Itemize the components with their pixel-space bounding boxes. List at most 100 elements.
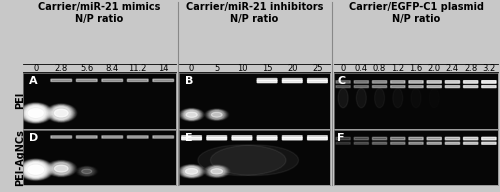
Text: 0: 0 xyxy=(33,64,38,73)
Ellipse shape xyxy=(52,163,70,174)
Text: E: E xyxy=(185,133,192,143)
Ellipse shape xyxy=(22,161,50,179)
Ellipse shape xyxy=(181,109,203,121)
FancyBboxPatch shape xyxy=(282,136,302,137)
Ellipse shape xyxy=(184,111,198,119)
Ellipse shape xyxy=(23,105,48,122)
Text: PEI: PEI xyxy=(15,92,25,109)
Ellipse shape xyxy=(356,88,366,108)
Text: 15: 15 xyxy=(262,64,272,73)
Text: 10: 10 xyxy=(236,64,247,73)
Text: 3.2: 3.2 xyxy=(482,64,496,73)
Ellipse shape xyxy=(210,111,224,119)
Ellipse shape xyxy=(182,110,201,120)
Ellipse shape xyxy=(24,162,48,178)
FancyBboxPatch shape xyxy=(308,138,327,140)
Ellipse shape xyxy=(206,166,227,177)
FancyBboxPatch shape xyxy=(258,136,277,137)
Ellipse shape xyxy=(25,162,46,177)
Ellipse shape xyxy=(210,145,298,175)
FancyBboxPatch shape xyxy=(482,142,496,144)
Ellipse shape xyxy=(50,162,72,175)
Ellipse shape xyxy=(184,110,200,119)
FancyBboxPatch shape xyxy=(336,86,350,88)
Ellipse shape xyxy=(80,168,94,175)
Text: 2.8: 2.8 xyxy=(54,64,68,73)
FancyBboxPatch shape xyxy=(446,137,460,140)
FancyBboxPatch shape xyxy=(128,136,148,138)
FancyBboxPatch shape xyxy=(336,81,350,83)
Ellipse shape xyxy=(182,109,202,120)
Ellipse shape xyxy=(26,106,46,120)
Ellipse shape xyxy=(198,145,286,175)
Text: B: B xyxy=(185,76,194,86)
FancyBboxPatch shape xyxy=(76,79,97,81)
Ellipse shape xyxy=(24,162,47,177)
Ellipse shape xyxy=(25,106,46,121)
Text: 2.0: 2.0 xyxy=(428,64,441,73)
Text: 14: 14 xyxy=(158,64,168,73)
Ellipse shape xyxy=(47,161,76,176)
Ellipse shape xyxy=(53,107,70,119)
FancyBboxPatch shape xyxy=(182,136,202,137)
FancyBboxPatch shape xyxy=(482,81,496,83)
FancyBboxPatch shape xyxy=(153,136,174,138)
Ellipse shape xyxy=(50,106,72,120)
Ellipse shape xyxy=(28,165,44,174)
Ellipse shape xyxy=(78,167,95,176)
Ellipse shape xyxy=(186,112,197,118)
Ellipse shape xyxy=(22,161,50,179)
Text: Carrier/miR-21 mimics
N/P ratio: Carrier/miR-21 mimics N/P ratio xyxy=(38,2,160,24)
FancyBboxPatch shape xyxy=(427,137,442,140)
Ellipse shape xyxy=(27,107,44,119)
Ellipse shape xyxy=(52,163,70,174)
FancyBboxPatch shape xyxy=(354,81,368,83)
Ellipse shape xyxy=(52,107,70,119)
Ellipse shape xyxy=(20,103,52,123)
FancyBboxPatch shape xyxy=(482,137,496,140)
Text: 11.2: 11.2 xyxy=(128,64,147,73)
FancyBboxPatch shape xyxy=(282,80,302,83)
Text: PEI-AgNCs: PEI-AgNCs xyxy=(15,129,25,186)
FancyBboxPatch shape xyxy=(102,136,122,138)
Ellipse shape xyxy=(48,105,74,121)
Ellipse shape xyxy=(23,161,48,178)
Text: Carrier/EGFP-C1 plasmid
N/P ratio: Carrier/EGFP-C1 plasmid N/P ratio xyxy=(348,2,484,24)
FancyBboxPatch shape xyxy=(258,79,277,80)
Ellipse shape xyxy=(209,110,224,119)
FancyBboxPatch shape xyxy=(258,80,277,83)
Ellipse shape xyxy=(212,112,222,117)
FancyBboxPatch shape xyxy=(464,86,478,88)
Ellipse shape xyxy=(49,105,74,121)
Ellipse shape xyxy=(21,160,50,179)
FancyBboxPatch shape xyxy=(372,137,386,140)
Ellipse shape xyxy=(49,161,74,176)
Ellipse shape xyxy=(183,110,200,120)
Text: 1.2: 1.2 xyxy=(391,64,404,73)
Text: F: F xyxy=(338,133,345,143)
Ellipse shape xyxy=(50,106,72,120)
Ellipse shape xyxy=(26,106,46,120)
FancyBboxPatch shape xyxy=(354,137,368,140)
Ellipse shape xyxy=(182,166,201,176)
FancyBboxPatch shape xyxy=(390,142,405,144)
Ellipse shape xyxy=(206,166,228,177)
FancyBboxPatch shape xyxy=(372,142,386,144)
Ellipse shape xyxy=(179,165,204,178)
Ellipse shape xyxy=(20,160,52,180)
Ellipse shape xyxy=(208,166,226,176)
Ellipse shape xyxy=(186,168,198,174)
Ellipse shape xyxy=(28,109,43,117)
FancyBboxPatch shape xyxy=(207,136,227,137)
Text: 1.6: 1.6 xyxy=(410,64,422,73)
Ellipse shape xyxy=(51,162,72,175)
FancyBboxPatch shape xyxy=(427,142,442,144)
Ellipse shape xyxy=(82,169,92,174)
FancyBboxPatch shape xyxy=(409,81,423,83)
Text: Carrier/miR-21 inhibitors
N/P ratio: Carrier/miR-21 inhibitors N/P ratio xyxy=(186,2,323,24)
Text: 2.4: 2.4 xyxy=(446,64,459,73)
FancyBboxPatch shape xyxy=(409,86,423,88)
FancyBboxPatch shape xyxy=(308,136,327,137)
Ellipse shape xyxy=(180,109,203,121)
FancyBboxPatch shape xyxy=(390,81,405,83)
